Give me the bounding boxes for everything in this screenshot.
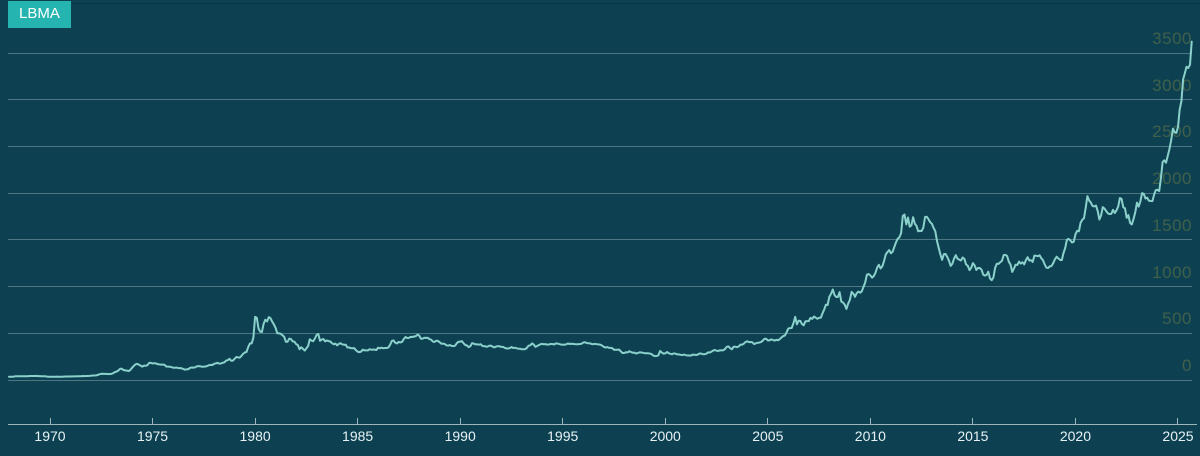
x-axis-tick-label: 2010 (854, 428, 886, 444)
y-axis-tick-label: 1000 (1152, 262, 1192, 282)
y-axis-tick-label: 0 (1182, 356, 1192, 375)
x-axis-tick (664, 418, 666, 424)
x-axis-tick (562, 418, 564, 424)
gridline (8, 332, 1192, 334)
x-axis-tick (1074, 418, 1076, 424)
plot-top-border (72, 3, 1200, 4)
x-axis-tick (49, 418, 51, 424)
x-axis-tick-label: 2000 (649, 428, 681, 444)
x-axis-tick-label: 1975 (136, 428, 169, 444)
x-axis-tick (254, 418, 256, 424)
x-axis-tick-label: 1995 (547, 428, 579, 444)
gridline (8, 192, 1192, 194)
y-axis-tick-label: 1500 (1152, 215, 1192, 235)
x-axis-tick (869, 418, 871, 424)
x-axis-tick (152, 418, 154, 424)
gridline (8, 145, 1192, 147)
x-axis-tick (459, 418, 461, 424)
price-line (8, 40, 1193, 378)
x-axis-tick (767, 418, 769, 424)
series-badge-label: LBMA (19, 5, 60, 22)
x-axis-line (8, 424, 1197, 425)
y-axis-tick-label: 500 (1162, 309, 1192, 329)
x-axis-tick (357, 418, 359, 424)
x-axis-tick (972, 418, 974, 424)
x-axis-tick-label: 1980 (239, 428, 271, 444)
gridline (8, 52, 1192, 54)
x-axis-tick-label: 2020 (1059, 428, 1092, 444)
y-axis-tick-label: 3500 (1152, 29, 1192, 48)
gridline (8, 379, 1192, 381)
x-axis-tick-label: 2025 (1162, 428, 1194, 444)
gridline (8, 99, 1192, 101)
x-axis-tick-label: 2015 (957, 428, 989, 444)
gridline (8, 239, 1192, 241)
x-axis-tick-label: 2005 (752, 428, 784, 444)
x-axis-tick-label: 1985 (342, 428, 374, 444)
x-axis-tick-label: 1970 (34, 428, 66, 444)
x-axis-tick-label: 1990 (444, 428, 476, 444)
gridline (8, 286, 1192, 288)
series-badge: LBMA (8, 1, 71, 28)
x-axis-tick (1177, 418, 1179, 424)
